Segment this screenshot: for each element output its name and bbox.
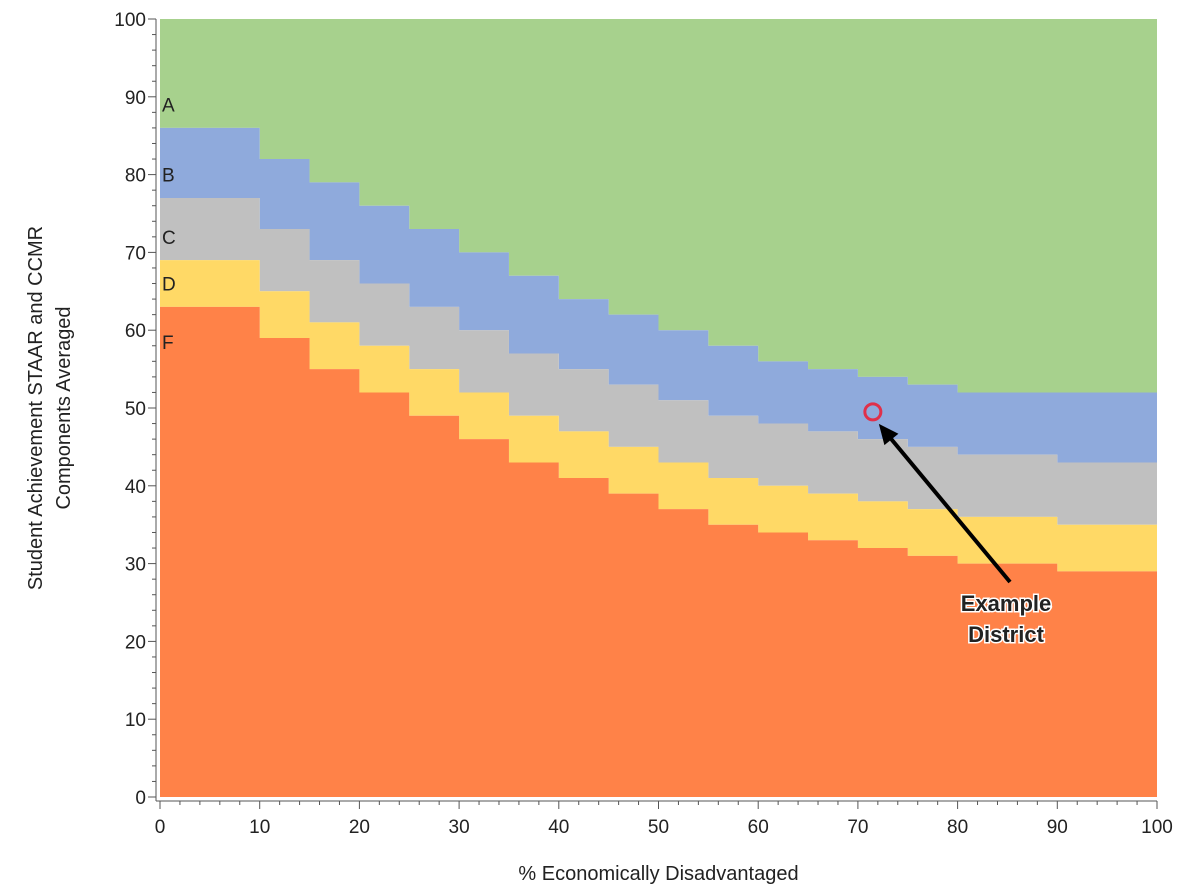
band-labels: A B C D F <box>162 96 176 354</box>
band-a-area <box>160 19 1157 393</box>
y-tick-label: 20 <box>125 632 146 653</box>
annotation-label-line: District <box>968 622 1044 647</box>
x-tick-label: 10 <box>249 817 270 838</box>
band-label-a: A <box>162 96 175 117</box>
annotation-label-line: Example <box>961 591 1052 616</box>
band-f-area <box>160 306 1157 797</box>
x-tick-label: 90 <box>1047 817 1068 838</box>
annotation: Example District <box>863 402 1053 649</box>
x-tick-label: 80 <box>947 817 968 838</box>
y-tick-label: 0 <box>135 788 146 809</box>
y-tick-label: 30 <box>125 555 146 576</box>
y-tick-label: 40 <box>125 477 146 498</box>
x-tick-label: 40 <box>548 817 569 838</box>
y-tick-label: 90 <box>125 88 146 109</box>
band-label-c: C <box>162 228 176 249</box>
y-tick-label: 10 <box>125 710 146 731</box>
band-label-f: F <box>162 333 174 354</box>
example-district-marker <box>863 402 883 422</box>
x-tick-label: 50 <box>648 817 669 838</box>
y-tick-label: 70 <box>125 243 146 264</box>
annotation-arrow-head <box>878 423 899 446</box>
grade-bands <box>160 19 1157 797</box>
y-tick-label: 100 <box>114 10 146 31</box>
axes: 0 10 20 30 40 50 60 70 80 90 100 0 10 20 30 40 50 60 70 80 9… <box>114 10 1173 838</box>
x-tick-label: 0 <box>155 817 166 838</box>
x-tick-label: 20 <box>349 817 370 838</box>
x-axis-title: % Economically Disadvantaged <box>518 863 798 885</box>
band-label-b: B <box>162 166 175 187</box>
y-axis-title-line: Student Achievement STAAR and CCMR <box>25 226 47 590</box>
y-axis-title-line: Components Averaged <box>53 306 75 509</box>
y-tick-label: 60 <box>125 321 146 342</box>
y-tick-label: 80 <box>125 166 146 187</box>
x-tick-label: 100 <box>1141 817 1173 838</box>
band-c-area <box>160 197 1157 525</box>
band-label-d: D <box>162 275 176 296</box>
annotation-arrow-shaft <box>883 430 1012 584</box>
x-tick-label: 30 <box>449 817 470 838</box>
x-tick-label: 70 <box>847 817 868 838</box>
y-tick-label: 50 <box>125 399 146 420</box>
x-tick-label: 60 <box>748 817 769 838</box>
band-b-area <box>160 127 1157 463</box>
